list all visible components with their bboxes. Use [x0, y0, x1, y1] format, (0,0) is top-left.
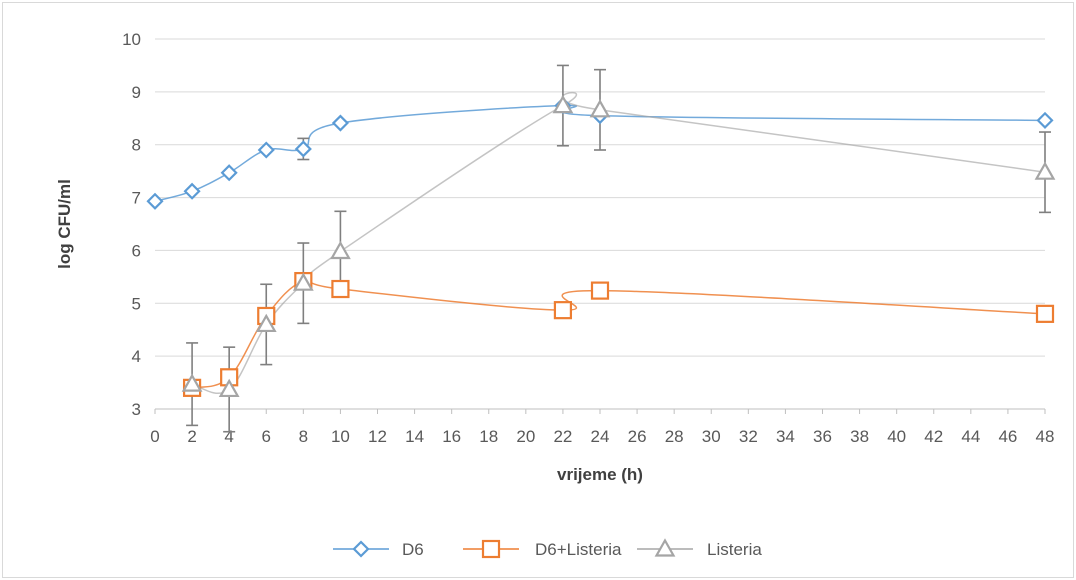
- data-point-triangle: [181, 373, 203, 392]
- x-tick-label: 10: [331, 427, 350, 446]
- data-point-square: [553, 301, 573, 320]
- x-tick-label: 38: [850, 427, 869, 446]
- data-point-diamond: [294, 140, 312, 158]
- data-point-diamond: [1036, 111, 1054, 129]
- legend-item: Listeria: [637, 538, 762, 559]
- legend-marker: [654, 538, 676, 557]
- x-tick-label: 0: [150, 427, 159, 446]
- y-axis-ticks: 3 4 5 6 7 8 9 10: [122, 30, 141, 419]
- x-tick-label: 36: [813, 427, 832, 446]
- x-tick-label: 30: [702, 427, 721, 446]
- x-tick-label: 20: [516, 427, 535, 446]
- y-tick-label: 5: [132, 294, 141, 313]
- x-tick-label: 24: [591, 427, 610, 446]
- legend-item: D6: [333, 540, 424, 559]
- y-tick-label: 6: [132, 241, 141, 260]
- x-tick-label: 48: [1036, 427, 1055, 446]
- y-tick-label: 3: [132, 400, 141, 419]
- x-tick-label: 40: [887, 427, 906, 446]
- y-tick-label: 8: [132, 136, 141, 155]
- series-line: [191, 278, 1046, 389]
- x-tick-label: 28: [665, 427, 684, 446]
- x-tick-label: 32: [739, 427, 758, 446]
- series-group: [146, 64, 1056, 433]
- x-tick-label: 18: [479, 427, 498, 446]
- data-point-triangle: [552, 94, 574, 114]
- data-point-triangle: [1034, 161, 1056, 180]
- data-point-square: [1035, 304, 1055, 323]
- data-point-diamond: [257, 141, 275, 159]
- x-tick-label: 4: [224, 427, 233, 446]
- data-point-diamond: [220, 164, 238, 182]
- x-axis-ticks: 0 2 4 6 8 10 12 14 16 18 20 22 24 26 28 30 32 34 36 38 40 42 4…: [150, 409, 1054, 446]
- legend-label: D6: [402, 540, 424, 559]
- x-tick-label: 8: [299, 427, 308, 446]
- data-point-triangle: [255, 313, 277, 333]
- data-point-triangle: [218, 378, 240, 398]
- data-point-triangle: [292, 272, 314, 291]
- data-point-triangle: [330, 240, 351, 260]
- data-point-diamond: [146, 192, 164, 210]
- series-d6-listeria: [191, 278, 1046, 389]
- series-listeria: [186, 64, 1051, 433]
- legend: D6 D6+Listeria Listeria: [333, 538, 762, 559]
- data-point-triangle: [589, 99, 611, 118]
- data-point-square: [590, 281, 610, 300]
- legend-item: D6+Listeria: [463, 539, 622, 559]
- x-tick-label: 46: [998, 427, 1017, 446]
- legend-label: Listeria: [707, 540, 762, 559]
- x-tick-label: 2: [187, 427, 196, 446]
- x-tick-label: 42: [924, 427, 943, 446]
- x-tick-label: 26: [628, 427, 647, 446]
- x-tick-label: 34: [776, 427, 795, 446]
- x-axis-title: vrijeme (h): [557, 465, 643, 484]
- y-tick-label: 4: [132, 347, 141, 366]
- x-tick-label: 12: [368, 427, 387, 446]
- y-tick-label: 9: [132, 83, 141, 102]
- x-tick-label: 22: [553, 427, 572, 446]
- data-point-diamond: [183, 182, 201, 200]
- series-markers: [181, 94, 1056, 398]
- legend-label: D6+Listeria: [535, 540, 622, 559]
- data-point-square: [331, 279, 350, 299]
- legend-marker: [352, 540, 370, 558]
- legend-marker: [481, 539, 501, 559]
- x-tick-label: 14: [405, 427, 424, 446]
- data-point-diamond: [331, 114, 349, 132]
- series-line: [191, 91, 1046, 395]
- y-axis-title: log CFU/ml: [55, 179, 74, 269]
- x-tick-label: 16: [442, 427, 461, 446]
- y-tick-label: 7: [132, 189, 141, 208]
- y-tick-label: 10: [122, 30, 141, 49]
- x-tick-label: 44: [961, 427, 980, 446]
- x-tick-label: 6: [262, 427, 271, 446]
